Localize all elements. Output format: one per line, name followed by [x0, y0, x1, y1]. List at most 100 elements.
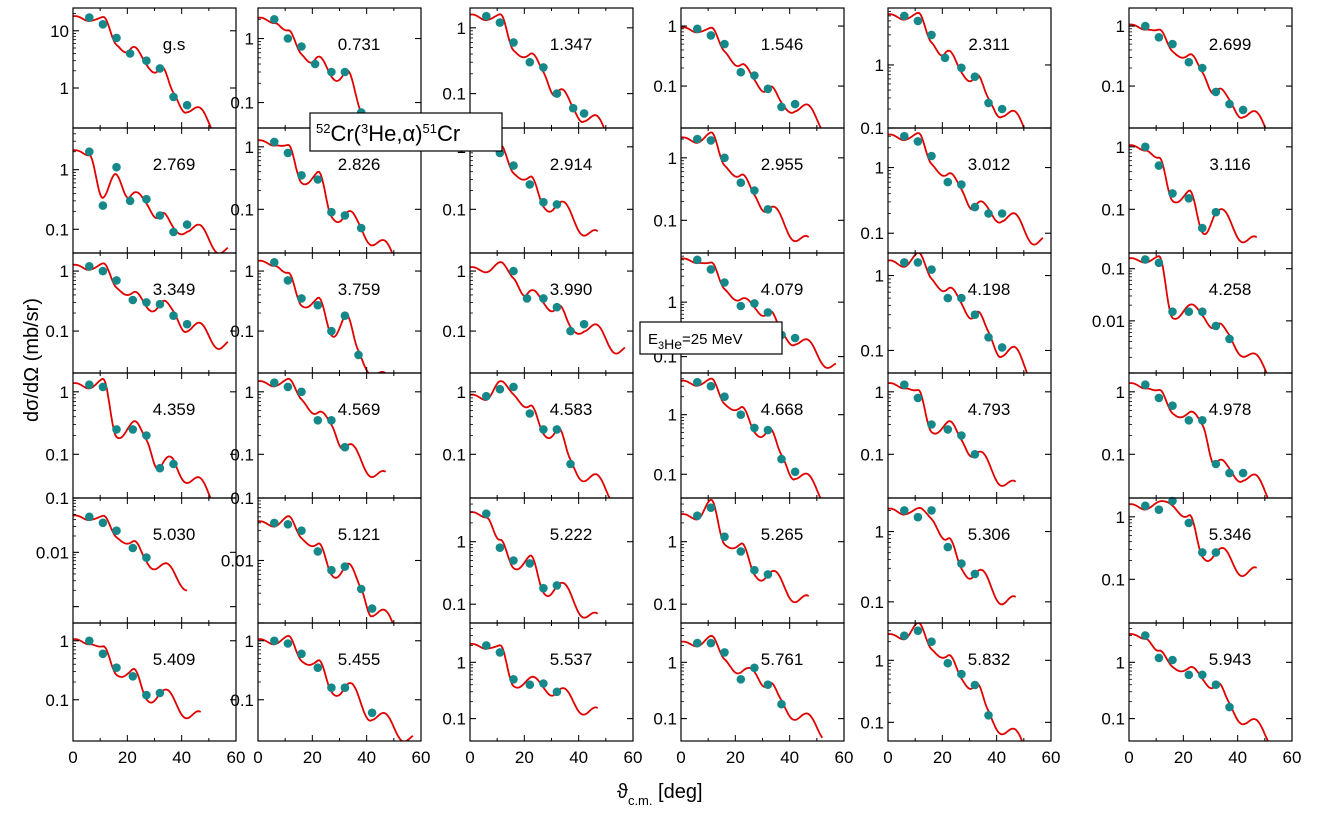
fit-curve-0.731 — [258, 16, 391, 128]
data-point — [1184, 307, 1194, 317]
beam-energy-box: E3He=25 MeV — [639, 321, 783, 355]
energy-label: 4.359 — [153, 400, 196, 419]
data-point — [169, 92, 178, 102]
data-point — [706, 503, 716, 512]
x-tick-label: 60 — [624, 748, 643, 767]
y-tick-label: 0.1 — [1101, 77, 1125, 96]
reaction-title: 52Cr(3He,α)51Cr — [316, 121, 460, 146]
energy-label: 4.079 — [761, 280, 804, 299]
data-point — [327, 67, 336, 77]
y-tick-label: 0.1 — [653, 211, 677, 230]
data-point — [927, 30, 936, 40]
fit-curve-4.978 — [1129, 382, 1269, 498]
panel-frame — [257, 372, 422, 499]
data-point — [913, 258, 923, 267]
panel-frame — [257, 7, 422, 129]
energy-label: 5.030 — [153, 525, 196, 544]
x-tick-label: 20 — [118, 748, 137, 767]
panel-5.306: 1 0.1 5.306 — [860, 497, 1052, 624]
data-point — [1184, 57, 1194, 67]
data-point — [1211, 459, 1221, 469]
fit-curve-2.699 — [1129, 23, 1267, 128]
panel-g.s: 10 1 g.s — [50, 7, 237, 129]
data-point — [340, 311, 350, 321]
data-point — [509, 675, 518, 684]
y-tick-label: 0.1 — [45, 445, 69, 464]
y-tick-label: 1 — [457, 262, 466, 281]
data-point — [85, 13, 94, 22]
data-point — [1198, 670, 1207, 680]
data-point — [750, 565, 759, 575]
data-point — [984, 209, 993, 218]
data-point — [85, 380, 94, 390]
data-point — [340, 562, 350, 571]
energy-label: 3.759 — [338, 280, 381, 299]
y-tick-label: 1 — [457, 383, 466, 402]
data-point — [940, 53, 950, 63]
data-point — [750, 663, 759, 673]
energy-label: 5.306 — [968, 525, 1011, 544]
data-point — [270, 14, 279, 24]
x-tick-label: 0 — [465, 748, 474, 767]
panel-frame — [469, 7, 634, 129]
panel-frame — [680, 7, 845, 129]
data-point — [155, 299, 165, 309]
data-point — [327, 416, 336, 425]
data-point — [763, 680, 773, 689]
y-tick-label: 1 — [245, 30, 254, 49]
panel-5.222: 1 0.1 5.222 — [442, 497, 634, 624]
data-point — [340, 67, 350, 77]
data-point — [283, 276, 293, 285]
data-point — [283, 34, 293, 43]
panel-frame — [72, 497, 237, 624]
fit-curve-4.793 — [888, 382, 1017, 487]
data-point — [957, 63, 966, 73]
data-point — [354, 350, 363, 360]
panel-frame — [887, 497, 1052, 624]
data-point — [522, 294, 532, 303]
y-tick-label: 0.01 — [221, 552, 254, 571]
data-point — [297, 526, 306, 535]
y-tick-label: 1 — [875, 159, 884, 178]
panel-2.311: 1 0.1 2.311 — [860, 7, 1052, 138]
y-tick-label: 1 — [245, 383, 254, 402]
data-point — [706, 265, 716, 274]
y-tick-label: 1 — [668, 17, 677, 36]
data-point — [1154, 505, 1164, 514]
data-point — [693, 24, 702, 34]
data-point — [736, 675, 746, 684]
data-point — [720, 648, 729, 657]
y-tick-label: 1 — [457, 533, 466, 552]
data-point — [98, 201, 108, 210]
fit-curve-4.668 — [681, 377, 822, 498]
x-tick-label: 60 — [1042, 748, 1061, 767]
data-point — [142, 690, 151, 700]
energy-label: 3.012 — [968, 155, 1011, 174]
data-point — [1141, 501, 1150, 511]
data-point — [943, 658, 953, 668]
energy-label: 3.349 — [153, 280, 196, 299]
data-point — [790, 99, 800, 109]
data-point — [85, 147, 94, 156]
data-point — [155, 688, 165, 698]
data-point — [270, 378, 279, 388]
data-point — [720, 392, 729, 402]
data-point — [495, 384, 505, 394]
panel-5.346: 1 0.1 5.346 — [1101, 496, 1293, 624]
data-point — [98, 518, 108, 528]
panel-5.409: 1 0.1 5.409 0 20 40 60 — [45, 622, 245, 767]
data-point — [297, 42, 306, 51]
data-point — [777, 699, 786, 709]
data-point — [125, 196, 135, 206]
y-tick-label: 0.1 — [442, 445, 466, 464]
x-tick-label: 60 — [412, 748, 431, 767]
y-tick-label: 1 — [668, 533, 677, 552]
data-point — [270, 137, 279, 147]
y-tick-label: 0.01 — [1092, 312, 1125, 331]
data-point — [340, 683, 350, 692]
data-point — [283, 382, 293, 392]
y-tick-label: 1 — [60, 262, 69, 281]
fit-curve-3.990 — [470, 261, 626, 355]
y-tick-label: 1 — [245, 262, 254, 281]
